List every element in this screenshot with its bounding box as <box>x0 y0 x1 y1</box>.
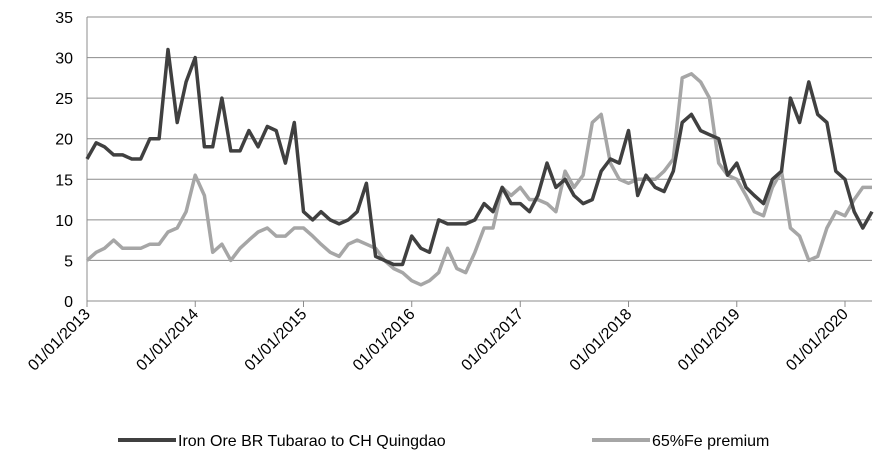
legend-label: Iron Ore BR Tubarao to CH Quingdao <box>178 433 446 450</box>
y-tick-label: 10 <box>55 213 73 230</box>
y-tick-label: 20 <box>55 132 73 149</box>
x-tick-label: 01/01/2015 <box>242 306 311 375</box>
x-tick-label: 01/01/2013 <box>25 306 94 375</box>
x-tick-label: 01/01/2019 <box>675 306 744 375</box>
x-tick-label: 01/01/2016 <box>350 306 419 375</box>
series-line <box>85 47 874 267</box>
x-tick-label: 01/01/2017 <box>458 306 527 375</box>
x-tick-label: 01/01/2020 <box>783 306 852 375</box>
y-tick-label: 25 <box>55 91 73 108</box>
x-tick-label: 01/01/2014 <box>133 306 202 375</box>
y-tick-label: 35 <box>55 10 73 27</box>
y-tick-label: 5 <box>64 253 73 270</box>
legend-label: 65%Fe premium <box>652 433 769 450</box>
x-tick-label: 01/01/2018 <box>567 306 636 375</box>
y-tick-label: 15 <box>55 172 73 189</box>
y-tick-label: 0 <box>64 294 73 311</box>
series-line <box>85 72 872 287</box>
y-tick-label: 30 <box>55 51 73 68</box>
